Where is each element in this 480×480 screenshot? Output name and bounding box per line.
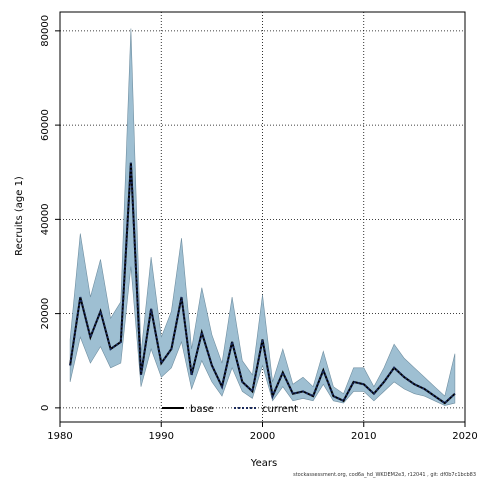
confidence-band-area [69,28,456,406]
x-tick-label: 1990 [149,431,174,442]
x-axis-title: Years [250,458,277,469]
legend-label-base: base [190,404,214,415]
x-tick-label: 1980 [47,431,72,442]
footer-credit: stockassessment.org, cod6a_hd_WKDEM2e3, … [293,472,476,478]
y-tick-label: 40000 [40,203,51,235]
series-line-base [69,162,456,405]
legend: base current [162,404,298,415]
y-axis: 0 20000 40000 60000 80000 [40,15,60,411]
x-tick-label: 2020 [452,431,477,442]
x-axis: 1980 1990 2000 2010 2020 [47,422,478,442]
y-axis-title: Recruits (age 1) [14,176,25,256]
legend-label-current: current [262,404,298,415]
y-tick-label: 80000 [40,15,51,47]
x-tick-label: 2000 [250,431,275,442]
y-tick-label: 60000 [40,109,51,141]
confidence-band [69,28,456,406]
y-tick-label: 20000 [40,298,51,330]
series-lines [69,162,456,405]
y-tick-label: 0 [40,405,51,411]
x-tick-label: 2010 [351,431,376,442]
